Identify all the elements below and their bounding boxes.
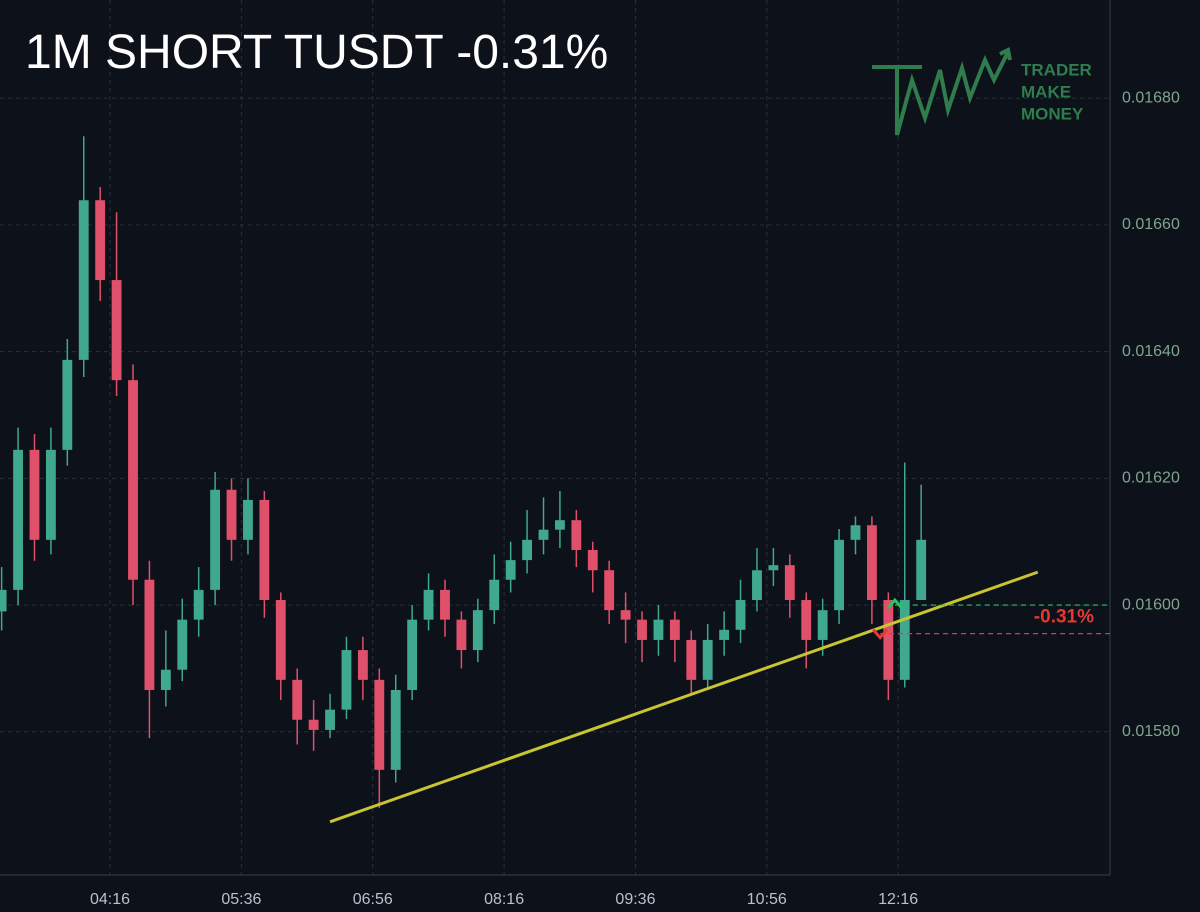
candle-body [390, 689, 401, 770]
candle-body [719, 629, 730, 640]
y-tick-label: 0.01680 [1122, 89, 1180, 106]
candle-body [834, 539, 844, 611]
x-tick-label: 12:16 [878, 891, 918, 908]
candle-body [226, 489, 237, 540]
candle-body [177, 619, 188, 670]
candle-body [0, 589, 7, 612]
y-tick-label: 0.01660 [1122, 216, 1180, 233]
candle-body [686, 639, 697, 680]
candle-body [620, 610, 631, 620]
candle-body [440, 589, 450, 620]
trade-marker [886, 597, 904, 610]
candle-body [637, 619, 647, 640]
candle-body [111, 280, 122, 381]
candle-body [325, 709, 335, 730]
x-tick-label: 10:56 [747, 891, 787, 908]
candle-body [752, 570, 762, 601]
grid [0, 0, 1110, 875]
trade-marker [871, 628, 889, 640]
candle-body [456, 619, 467, 651]
candle-body [45, 449, 56, 540]
candle-body [555, 520, 565, 530]
candle-body [866, 525, 877, 601]
x-tick-label: 06:56 [353, 891, 393, 908]
candle-body [374, 679, 385, 770]
y-tick-label: 0.01640 [1122, 343, 1180, 360]
candle-body [292, 679, 303, 720]
candle-body [653, 619, 664, 640]
candle-body [669, 619, 680, 640]
candle-body [587, 549, 598, 571]
y-tick-label: 0.01620 [1122, 470, 1180, 487]
y-tick-label: 0.01600 [1122, 596, 1180, 613]
candle-body [308, 719, 319, 730]
logo-mark [872, 47, 1012, 136]
candle-body [95, 200, 106, 281]
candle-body [472, 610, 483, 651]
candle-body [883, 600, 894, 680]
candle-body [571, 520, 582, 550]
y-tick-label: 0.01580 [1122, 723, 1180, 740]
logo-text: MAKE [1021, 82, 1071, 101]
candle-body [538, 529, 549, 540]
candle-body [210, 489, 221, 590]
candle-body [916, 539, 927, 601]
candle-body [850, 525, 861, 540]
candle-body [341, 650, 352, 710]
candle-body [13, 449, 23, 590]
candle-body [128, 380, 138, 580]
candle-body [407, 619, 418, 690]
x-tick-label: 05:36 [221, 891, 261, 908]
candle-body [275, 600, 286, 680]
candle-body [78, 200, 89, 360]
candle-body [768, 565, 779, 571]
candle-body [801, 600, 812, 640]
candle-body [357, 650, 368, 680]
candle-body [505, 560, 516, 580]
candle-body [899, 600, 910, 680]
trade-label: -0.31% [1034, 607, 1094, 628]
candle-body [702, 639, 713, 680]
x-tick-label: 09:36 [615, 891, 655, 908]
candle-body [62, 359, 73, 450]
candle-body [193, 589, 204, 620]
candle-body [817, 610, 828, 640]
trendline [329, 570, 1039, 824]
logo-text: MONEY [1021, 104, 1084, 123]
candle-body [243, 499, 253, 540]
x-tick-label: 08:16 [484, 891, 524, 908]
candle-body [604, 570, 615, 611]
candle-body [784, 565, 795, 601]
candle-body [259, 499, 270, 601]
candle-body [489, 579, 500, 611]
chart-title: 1M SHORT TUSDT -0.31% [25, 26, 608, 79]
logo-text: TRADER [1021, 60, 1092, 79]
candle-body [29, 449, 40, 540]
candle-body [522, 539, 533, 561]
candle-body [735, 600, 746, 630]
x-tick-label: 04:16 [90, 891, 130, 908]
candle-body [160, 669, 171, 690]
candle-body [423, 589, 434, 620]
candle-body [144, 579, 155, 690]
logo: TRADER MAKE MONEY [872, 47, 1092, 136]
